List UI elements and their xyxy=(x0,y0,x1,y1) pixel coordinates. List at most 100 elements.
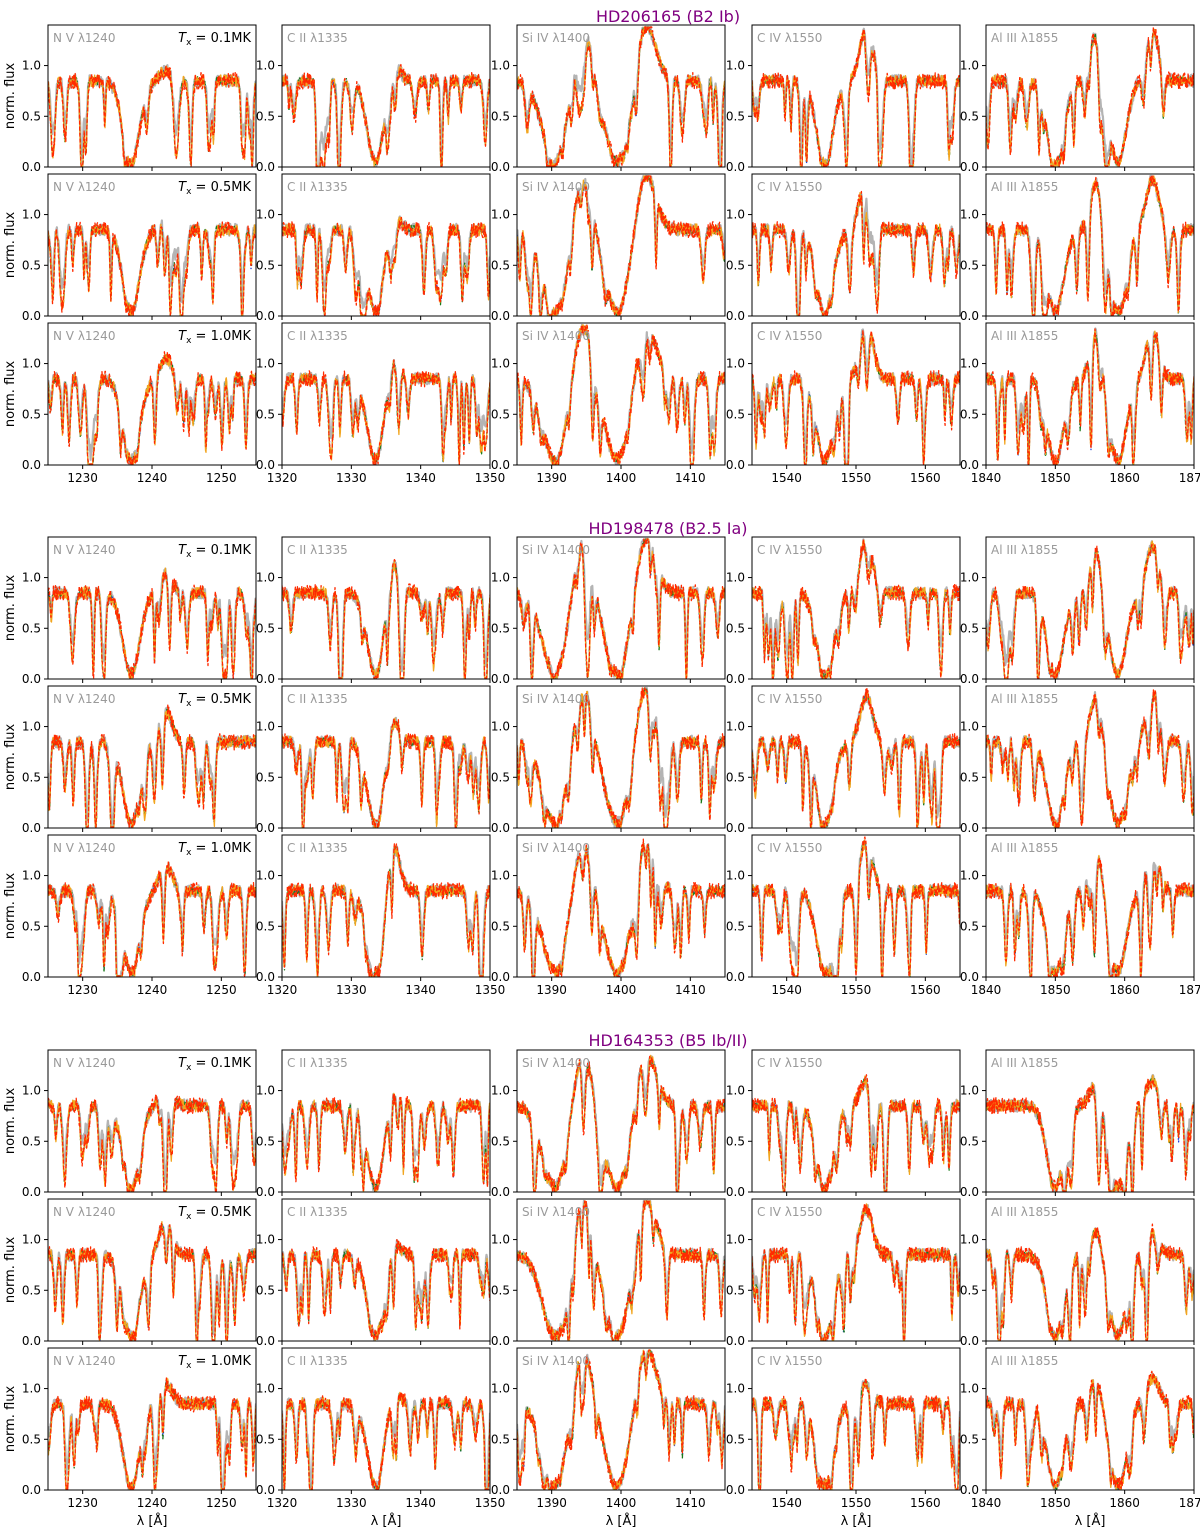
y-tick-label: 1.0 xyxy=(726,357,745,371)
spectrum-panel: 0.0 0.5 1.0 C IV λ1550 xyxy=(726,685,961,835)
model-spectrum-line xyxy=(48,221,256,316)
x-tick-label: 1230 xyxy=(67,471,98,485)
model-spectrum-line xyxy=(517,1054,725,1192)
ion-label: Si IV λ1400 xyxy=(522,180,590,194)
y-tick-label: 1.0 xyxy=(491,1084,510,1098)
y-tick-label: 0.0 xyxy=(22,672,41,686)
y-tick-label: 1.0 xyxy=(960,208,979,222)
x-tick-label: 1350 xyxy=(475,983,506,997)
star-title: HD206165 (B2 Ib) xyxy=(596,7,740,26)
y-tick-label: 0.0 xyxy=(22,1483,41,1497)
tx-label: Tx = 1.0MK xyxy=(178,841,251,858)
x-tick-label: 1870 xyxy=(1179,1496,1200,1510)
y-tick-label: 0.5 xyxy=(726,109,745,123)
ion-label: Al III λ1855 xyxy=(991,1205,1058,1219)
x-tick-label: 1340 xyxy=(405,983,436,997)
y-tick-label: 0.5 xyxy=(22,109,41,123)
panel-frame xyxy=(985,1347,1195,1491)
star-title: HD198478 (B2.5 Ia) xyxy=(588,519,747,538)
ion-label: Si IV λ1400 xyxy=(522,1205,590,1219)
ion-label: C IV λ1550 xyxy=(757,1354,822,1368)
y-tick-label: 0.5 xyxy=(726,1134,745,1148)
ion-label: C II λ1335 xyxy=(287,841,348,855)
model-spectrum-line xyxy=(517,687,725,828)
tx-label: Tx = 0.1MK xyxy=(178,1056,251,1073)
y-tick-label: 1.0 xyxy=(726,720,745,734)
y-tick-label: 0.5 xyxy=(726,621,745,635)
x-tick-label: 1560 xyxy=(910,1496,941,1510)
model-spectrum-line xyxy=(517,1349,725,1490)
y-tick-label: 0.5 xyxy=(256,621,275,635)
spectrum-panel: 0.0 0.5 1.0 C IV λ1550 xyxy=(726,24,961,174)
y-tick-label: 1.0 xyxy=(491,357,510,371)
ion-label: N V λ1240 xyxy=(53,543,115,557)
spectrum-panel: 0.0 0.5 1.0 1540 1550 1560 C IV λ1550 xyxy=(726,322,961,485)
panel-frame xyxy=(516,24,726,168)
model-spectrum-line xyxy=(752,1074,960,1192)
x-tick-label: 1320 xyxy=(267,1496,298,1510)
y-tick-label: 0.5 xyxy=(960,919,979,933)
y-tick-label: 0.0 xyxy=(256,672,275,686)
observed-spectrum-line xyxy=(48,567,256,679)
x-tick-label: 1330 xyxy=(336,471,367,485)
y-tick-label: 0.0 xyxy=(22,160,41,174)
y-tick-label: 1.0 xyxy=(726,1382,745,1396)
y-tick-label: 0.5 xyxy=(960,258,979,272)
y-tick-label: 0.0 xyxy=(726,1334,745,1348)
model-spectrum-line xyxy=(517,687,725,828)
x-tick-label: 1560 xyxy=(910,983,941,997)
y-tick-label: 1.0 xyxy=(960,357,979,371)
y-tick-label: 1.0 xyxy=(491,1233,510,1247)
ion-label: C IV λ1550 xyxy=(757,329,822,343)
model-spectrum-line xyxy=(48,1377,256,1490)
y-tick-label: 0.5 xyxy=(256,258,275,272)
y-tick-label: 1.0 xyxy=(960,869,979,883)
y-tick-label: 0.5 xyxy=(491,258,510,272)
y-tick-label: 1.0 xyxy=(22,1084,41,1098)
spectrum-panel: 0.0 0.5 1.0 N V λ1240 Tx = 0.5MK norm. flux xyxy=(3,1198,257,1348)
y-tick-label: 1.0 xyxy=(491,869,510,883)
spectrum-panel: 0.0 0.5 1.0 1320 1330 1340 1350 C II λ1335 xyxy=(256,834,506,997)
y-tick-label: 1.0 xyxy=(726,869,745,883)
model-spectrum-line xyxy=(282,1391,490,1490)
model-spectrum-line xyxy=(48,65,256,167)
model-spectrum-line xyxy=(517,1200,725,1341)
y-tick-label: 0.5 xyxy=(960,1283,979,1297)
spectrum-panel: 0.0 0.5 1.0 C II λ1335 xyxy=(256,24,491,174)
ion-label: Al III λ1855 xyxy=(991,543,1058,557)
ion-label: Si IV λ1400 xyxy=(522,1354,590,1368)
x-tick-label: 1850 xyxy=(1040,983,1071,997)
spectrum-panel: 0.0 0.5 1.0 Si IV λ1400 xyxy=(491,173,726,323)
model-spectrum-line xyxy=(517,1349,725,1490)
x-tick-label: 1240 xyxy=(137,1496,168,1510)
observed-spectrum-line xyxy=(282,559,490,679)
model-spectrum-line xyxy=(752,538,960,679)
spectrum-panel: 0.0 0.5 1.0 N V λ1240 Tx = 0.1MK norm. flux xyxy=(3,536,257,686)
ion-label: Si IV λ1400 xyxy=(522,329,590,343)
y-tick-label: 0.5 xyxy=(22,407,41,421)
y-tick-label: 1.0 xyxy=(726,59,745,73)
model-spectrum-line xyxy=(517,26,725,167)
spectrum-panel: 0.0 0.5 1.0 Si IV λ1400 xyxy=(491,685,726,835)
spectrum-panel: 0.0 0.5 1.0 1230 1240 1250 N V λ1240 Tx = 1.0MK… xyxy=(3,834,257,997)
y-tick-label: 0.5 xyxy=(491,621,510,635)
y-tick-label: 1.0 xyxy=(22,208,41,222)
panel-frame xyxy=(516,173,726,317)
x-axis-label: λ [Å] xyxy=(606,1513,637,1529)
ion-label: C II λ1335 xyxy=(287,692,348,706)
spectrum-panel: 0.0 0.5 1.0 1840 1850 1860 1870 Al III λ1855 λ [… xyxy=(960,1347,1200,1529)
ion-label: N V λ1240 xyxy=(53,841,115,855)
spectrum-panel: 0.0 0.5 1.0 Al III λ1855 xyxy=(960,685,1195,835)
y-tick-label: 1.0 xyxy=(960,1084,979,1098)
y-tick-label: 0.5 xyxy=(491,1432,510,1446)
model-spectrum-line xyxy=(986,175,1194,316)
panel-frame xyxy=(985,685,1195,829)
model-spectrum-line xyxy=(517,1349,725,1490)
observed-spectrum-line xyxy=(752,538,960,679)
spectrum-panel: 0.0 0.5 1.0 Si IV λ1400 xyxy=(491,1198,726,1348)
y-axis-label: norm. flux xyxy=(3,361,18,428)
x-tick-label: 1410 xyxy=(675,471,706,485)
y-tick-label: 1.0 xyxy=(960,571,979,585)
y-tick-label: 0.0 xyxy=(22,1185,41,1199)
